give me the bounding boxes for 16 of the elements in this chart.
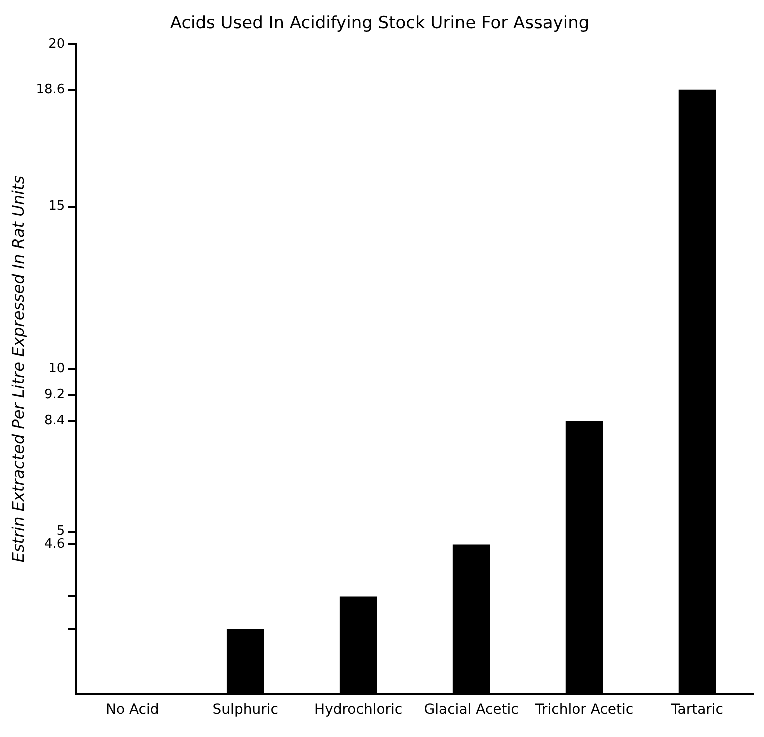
y-tick-label: 8.4	[44, 414, 66, 429]
x-tick-label: No Acid	[106, 702, 160, 718]
x-tick-label: Tartaric	[670, 702, 724, 718]
y-tick-label: 15	[48, 199, 66, 214]
x-tick-label: Sulphuric	[212, 702, 278, 718]
x-tick-label: Glacial Acetic	[424, 702, 519, 718]
y-tick-label: 4.6	[44, 537, 66, 552]
y-tick-label: 9.2	[44, 388, 66, 403]
y-axis-title: Estrin Extracted Per Litre Expressed In Rat Units	[8, 176, 28, 563]
x-tick-label: Hydrochloric	[314, 702, 403, 718]
y-tick-label: 20	[48, 36, 66, 52]
x-tick-label: Trichlor Acetic	[534, 702, 634, 718]
chart-title: Acids Used In Acidifying Stock Urine For Assaying	[170, 14, 590, 34]
y-tick-label: 18.6	[36, 82, 66, 98]
y-tick-label: 5	[56, 524, 66, 540]
y-tick-label: 10	[48, 362, 66, 377]
